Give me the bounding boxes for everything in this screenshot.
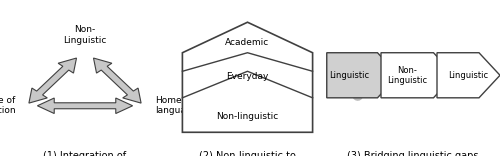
Text: Academic: Academic	[226, 38, 270, 47]
Polygon shape	[29, 58, 76, 103]
Text: (3) Bridging linguistic gaps: (3) Bridging linguistic gaps	[347, 151, 478, 156]
Polygon shape	[38, 98, 132, 114]
FancyArrowPatch shape	[346, 74, 360, 95]
Text: Linguistic: Linguistic	[448, 71, 488, 80]
Text: Non-linguistic: Non-linguistic	[216, 112, 278, 121]
Text: Non-
Linguistic: Non- Linguistic	[387, 66, 428, 85]
Text: Linguistic: Linguistic	[330, 71, 370, 80]
Polygon shape	[182, 22, 312, 132]
Text: Language of
Instruction: Language of Instruction	[0, 96, 16, 115]
Polygon shape	[327, 53, 398, 98]
Polygon shape	[94, 58, 141, 103]
Text: Everyday: Everyday	[226, 72, 268, 81]
Text: (1) Integration of
modes: (1) Integration of modes	[44, 151, 126, 156]
Text: (2) Non-linguistic to
academic: (2) Non-linguistic to academic	[199, 151, 296, 156]
Polygon shape	[381, 53, 454, 98]
FancyArrowPatch shape	[348, 58, 487, 96]
Text: Non-
Linguistic: Non- Linguistic	[64, 25, 106, 45]
Polygon shape	[437, 53, 500, 98]
Text: Home
language: Home language	[154, 96, 197, 115]
